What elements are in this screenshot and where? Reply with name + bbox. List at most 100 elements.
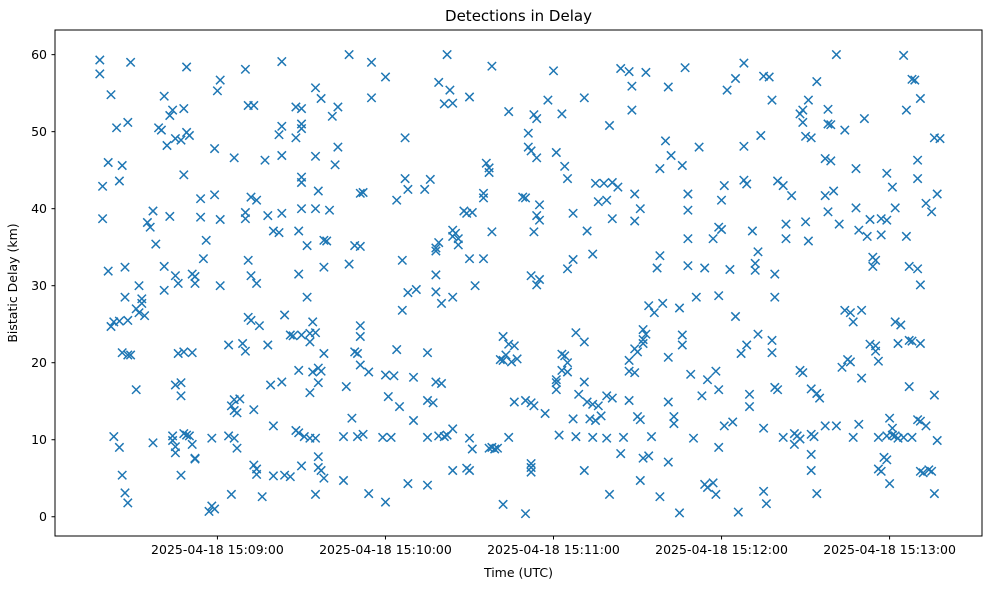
data-point-marker: [632, 347, 643, 357]
data-point-marker: [604, 489, 615, 500]
data-point-marker: [207, 433, 217, 443]
data-point-marker: [683, 233, 693, 244]
data-point-marker: [579, 465, 590, 476]
data-point-marker: [599, 178, 609, 189]
data-point-marker: [593, 196, 604, 207]
data-point-marker: [756, 130, 766, 141]
data-point-marker: [246, 270, 256, 281]
data-point-marker: [898, 432, 909, 443]
data-point-marker: [862, 231, 872, 242]
data-point-marker: [926, 207, 937, 217]
data-point-marker: [310, 203, 321, 214]
data-point-marker: [293, 226, 304, 236]
data-point-marker: [764, 72, 774, 82]
data-point-marker: [557, 365, 567, 376]
data-point-marker: [310, 83, 321, 93]
data-point-marker: [464, 465, 475, 476]
data-point-marker: [246, 315, 256, 326]
data-point-marker: [170, 380, 181, 390]
data-point-marker: [641, 67, 651, 78]
data-point-marker: [215, 280, 225, 291]
data-point-marker: [439, 431, 450, 442]
data-point-marker: [436, 298, 447, 309]
data-point-marker: [907, 74, 917, 85]
data-point-marker: [523, 128, 534, 138]
data-point-marker: [912, 155, 923, 165]
data-point-marker: [274, 129, 284, 140]
data-point-marker: [554, 430, 564, 440]
data-point-marker: [767, 95, 777, 105]
data-point-marker: [733, 507, 744, 517]
data-point-marker: [898, 50, 909, 61]
data-point-marker: [428, 398, 438, 408]
data-point-marker: [277, 150, 287, 161]
data-point-marker: [823, 119, 833, 129]
data-point-marker: [828, 186, 839, 196]
data-point-marker: [753, 247, 763, 257]
data-point-marker: [826, 156, 836, 166]
data-point-marker: [607, 393, 618, 403]
data-point-marker: [770, 292, 780, 302]
data-point-marker: [865, 214, 875, 225]
data-point-marker: [277, 377, 287, 387]
data-point-marker: [363, 488, 374, 499]
data-point-marker: [646, 431, 657, 442]
data-point-marker: [184, 130, 195, 141]
data-point-marker: [489, 444, 500, 454]
data-point-marker: [887, 423, 898, 433]
data-point-marker: [935, 133, 945, 144]
data-point-marker: [856, 305, 867, 316]
data-point-marker: [882, 168, 892, 179]
data-point-marker: [422, 395, 433, 406]
data-point-marker: [741, 340, 752, 350]
data-point-marker: [498, 499, 508, 510]
data-point-marker: [932, 435, 942, 446]
data-point-marker: [170, 133, 181, 144]
data-point-marker: [870, 346, 881, 356]
data-point-marker: [419, 184, 430, 195]
data-point-marker: [142, 217, 153, 228]
data-point-marker: [380, 72, 391, 82]
data-point-marker: [627, 81, 637, 91]
data-point-marker: [890, 203, 900, 213]
data-point-marker: [159, 261, 169, 272]
data-point-marker: [601, 195, 612, 205]
data-point-marker: [380, 497, 391, 507]
data-point-marker: [778, 180, 788, 191]
data-point-marker: [209, 504, 220, 514]
data-point-marker: [313, 377, 324, 388]
data-point-marker: [652, 263, 662, 273]
data-point-marker: [179, 428, 189, 439]
data-point-marker: [551, 147, 562, 158]
data-point-marker: [638, 324, 648, 335]
data-point-marker: [929, 488, 940, 499]
data-point-marker: [851, 203, 861, 213]
x-axis-label: Time (UTC): [483, 565, 553, 580]
data-point-marker: [638, 453, 648, 463]
data-point-marker: [296, 123, 307, 134]
data-point-marker: [571, 327, 581, 338]
data-point-marker: [167, 435, 178, 446]
data-point-marker: [649, 307, 660, 318]
data-point-marker: [352, 431, 363, 442]
data-point-marker: [579, 93, 590, 103]
data-point-marker: [498, 355, 508, 366]
data-point-marker: [310, 489, 321, 500]
data-point-marker: [708, 478, 718, 488]
data-point-marker: [232, 408, 242, 418]
data-point-marker: [464, 433, 475, 443]
data-point-marker: [296, 330, 307, 340]
y-tick-label: 60: [31, 47, 47, 62]
data-point-marker: [559, 351, 570, 361]
data-point-marker: [562, 173, 573, 184]
chart-title: Detections in Delay: [445, 7, 592, 25]
data-point-marker: [624, 66, 634, 77]
data-point-marker: [97, 213, 108, 224]
data-points: [95, 49, 945, 519]
data-point-marker: [912, 264, 923, 274]
data-point-marker: [697, 391, 707, 401]
data-point-marker: [812, 488, 822, 499]
data-point-marker: [159, 285, 169, 296]
data-point-marker: [403, 184, 413, 195]
data-point-marker: [798, 367, 808, 378]
